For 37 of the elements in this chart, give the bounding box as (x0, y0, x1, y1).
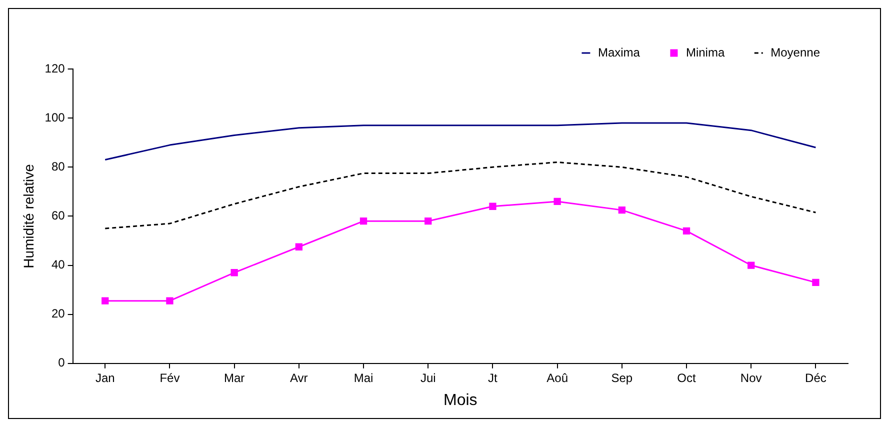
point (295, 243, 302, 250)
x-tick-label: Mar (224, 370, 245, 385)
legend-label: Moyenne (770, 45, 820, 60)
y-tick-label: 0 (58, 356, 66, 370)
legend-label: Maxima (598, 45, 640, 60)
x-tick-label: Fév (160, 370, 180, 385)
point (618, 206, 626, 214)
y-tick-label: 60 (51, 208, 66, 223)
legend-label: Minima (686, 45, 725, 60)
point (424, 218, 432, 225)
y-tick-label: 40 (51, 258, 66, 272)
point (554, 198, 561, 206)
line-series (104, 161, 816, 230)
point (166, 297, 174, 304)
y-tick-label: 120 (44, 61, 66, 76)
x-tick-label: Jan (95, 370, 115, 385)
x-tick-label: Oct (677, 370, 697, 385)
x-tick-label: Nov (740, 370, 762, 385)
point (102, 297, 109, 304)
point (360, 218, 368, 225)
point (812, 278, 820, 286)
x-tick-label: Aoû (546, 370, 568, 385)
x-tick-label: Jt (488, 370, 498, 385)
x-tick-label: Jui (420, 370, 436, 385)
point (230, 269, 238, 276)
x-tick-label: Déc (805, 370, 826, 385)
x-tick-label: Avr (290, 370, 308, 385)
y-tick-label: 20 (51, 306, 66, 321)
point (489, 202, 496, 210)
x-axis-title: Mois (444, 392, 478, 409)
y-axis-title: Humidité relative (20, 164, 36, 268)
y-tick-label: 100 (44, 110, 66, 124)
point (682, 227, 690, 234)
point (748, 262, 755, 269)
y-tick-label: 80 (51, 159, 66, 174)
x-tick-label: Mai (354, 370, 374, 385)
x-tick-label: Sep (611, 370, 633, 385)
